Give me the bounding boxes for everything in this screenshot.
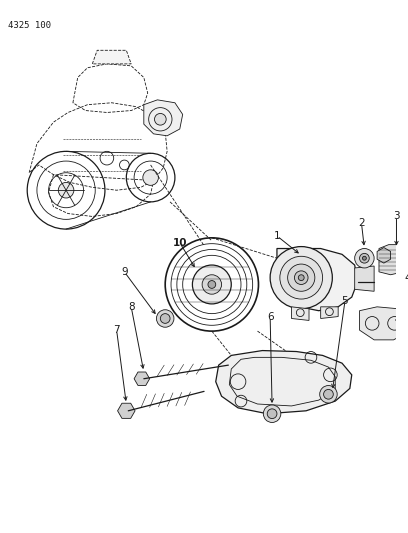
Circle shape [263, 405, 281, 423]
Text: 7: 7 [113, 325, 120, 335]
Circle shape [208, 280, 216, 288]
Polygon shape [277, 248, 357, 311]
Circle shape [270, 247, 333, 309]
Polygon shape [377, 247, 390, 263]
Text: 2: 2 [358, 218, 365, 228]
Polygon shape [397, 309, 408, 333]
Circle shape [355, 248, 374, 268]
Polygon shape [144, 100, 183, 136]
Text: 6: 6 [267, 312, 273, 321]
Circle shape [324, 390, 333, 399]
Polygon shape [134, 372, 150, 385]
Text: 9: 9 [121, 267, 128, 277]
Polygon shape [118, 403, 135, 418]
Polygon shape [292, 307, 309, 320]
Text: 4325 100: 4325 100 [8, 21, 51, 30]
Circle shape [143, 170, 158, 185]
Circle shape [280, 256, 323, 299]
Circle shape [320, 385, 337, 403]
Text: 8: 8 [128, 302, 135, 312]
Polygon shape [379, 245, 408, 274]
Circle shape [362, 256, 366, 260]
Circle shape [58, 182, 74, 198]
Circle shape [155, 114, 166, 125]
Polygon shape [359, 307, 408, 340]
Circle shape [295, 271, 308, 285]
Circle shape [359, 253, 369, 263]
Polygon shape [355, 266, 374, 291]
Circle shape [160, 313, 170, 324]
Circle shape [288, 264, 315, 291]
Polygon shape [216, 351, 352, 414]
Text: 5: 5 [341, 296, 348, 306]
Circle shape [156, 310, 174, 327]
Text: 1: 1 [274, 231, 280, 241]
Circle shape [193, 265, 231, 304]
Text: 3: 3 [393, 212, 400, 221]
Text: 4: 4 [405, 273, 408, 282]
Circle shape [202, 274, 222, 294]
Circle shape [267, 409, 277, 418]
Polygon shape [321, 307, 338, 319]
Polygon shape [92, 50, 131, 64]
Circle shape [298, 274, 304, 280]
Text: 10: 10 [173, 238, 187, 248]
